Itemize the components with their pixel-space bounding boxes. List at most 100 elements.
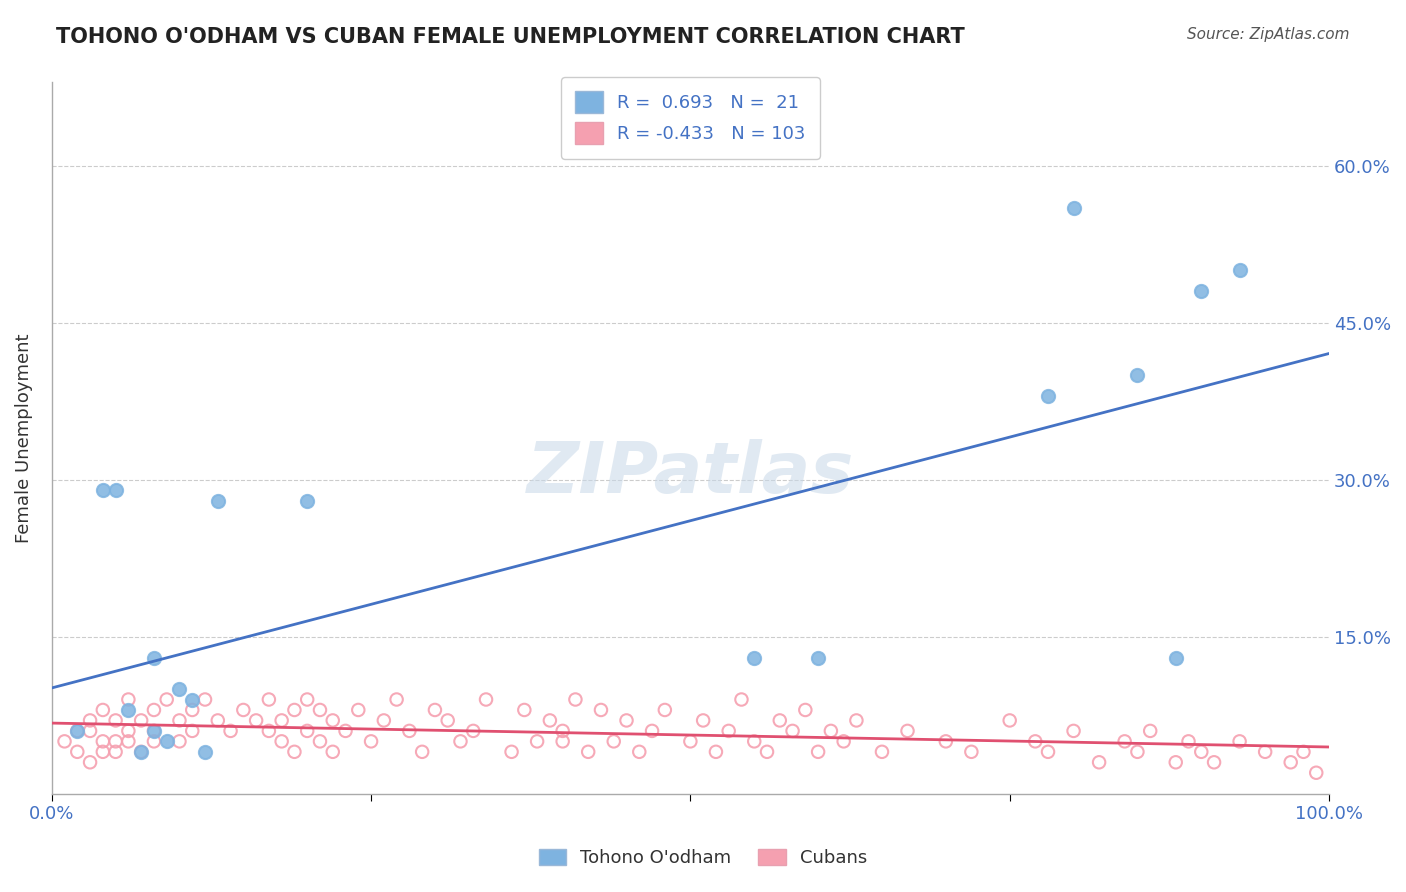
Point xyxy=(169,714,191,728)
Point xyxy=(896,723,918,738)
Point xyxy=(142,734,165,748)
Point xyxy=(104,745,127,759)
Point xyxy=(181,692,204,706)
Point xyxy=(91,745,114,759)
Point xyxy=(1202,756,1225,770)
Point xyxy=(66,723,89,738)
Point xyxy=(1254,745,1277,759)
Point xyxy=(66,745,89,759)
Point xyxy=(1229,263,1251,277)
Point xyxy=(423,703,446,717)
Point xyxy=(1164,756,1187,770)
Point xyxy=(603,734,626,748)
Point xyxy=(194,692,217,706)
Point xyxy=(628,745,651,759)
Point xyxy=(742,650,765,665)
Point xyxy=(232,703,254,717)
Point xyxy=(589,703,612,717)
Point xyxy=(782,723,804,738)
Point xyxy=(322,714,344,728)
Point xyxy=(398,723,420,738)
Point xyxy=(104,734,127,748)
Point xyxy=(475,692,498,706)
Point xyxy=(1036,389,1059,403)
Point xyxy=(79,714,101,728)
Point xyxy=(616,714,638,728)
Point xyxy=(1063,723,1085,738)
Point xyxy=(1292,745,1315,759)
Point xyxy=(820,723,842,738)
Point xyxy=(756,745,779,759)
Point xyxy=(257,692,280,706)
Point xyxy=(1088,756,1111,770)
Point xyxy=(807,650,830,665)
Text: TOHONO O'ODHAM VS CUBAN FEMALE UNEMPLOYMENT CORRELATION CHART: TOHONO O'ODHAM VS CUBAN FEMALE UNEMPLOYM… xyxy=(56,27,965,46)
Point xyxy=(270,734,292,748)
Point xyxy=(679,734,702,748)
Point xyxy=(156,734,179,748)
Point xyxy=(373,714,395,728)
Point xyxy=(1139,723,1161,738)
Point xyxy=(704,745,727,759)
Point xyxy=(1063,201,1085,215)
Point xyxy=(1114,734,1136,748)
Point xyxy=(641,723,664,738)
Point xyxy=(832,734,855,748)
Point xyxy=(692,714,714,728)
Y-axis label: Female Unemployment: Female Unemployment xyxy=(15,333,32,542)
Point xyxy=(53,734,76,748)
Point xyxy=(169,681,191,696)
Point xyxy=(769,714,792,728)
Point xyxy=(295,493,318,508)
Point xyxy=(1189,285,1212,299)
Point xyxy=(513,703,536,717)
Point xyxy=(551,723,574,738)
Point xyxy=(295,692,318,706)
Point xyxy=(1164,650,1187,665)
Point xyxy=(283,745,305,759)
Point xyxy=(79,723,101,738)
Point xyxy=(270,714,292,728)
Point xyxy=(794,703,817,717)
Point xyxy=(91,734,114,748)
Point xyxy=(870,745,893,759)
Point xyxy=(257,723,280,738)
Point xyxy=(1036,745,1059,759)
Point xyxy=(219,723,242,738)
Point xyxy=(169,734,191,748)
Point xyxy=(551,734,574,748)
Point xyxy=(576,745,599,759)
Legend: R =  0.693   N =  21, R = -0.433   N = 103: R = 0.693 N = 21, R = -0.433 N = 103 xyxy=(561,77,820,159)
Point xyxy=(1305,765,1327,780)
Point xyxy=(730,692,752,706)
Point xyxy=(1177,734,1199,748)
Point xyxy=(1189,745,1212,759)
Point xyxy=(385,692,408,706)
Point xyxy=(998,714,1021,728)
Point xyxy=(181,703,204,717)
Point xyxy=(436,714,458,728)
Point xyxy=(66,723,89,738)
Point xyxy=(129,745,152,759)
Point xyxy=(142,723,165,738)
Point xyxy=(935,734,957,748)
Point xyxy=(411,745,433,759)
Point xyxy=(283,703,305,717)
Point xyxy=(156,692,179,706)
Point xyxy=(129,745,152,759)
Point xyxy=(295,723,318,738)
Point xyxy=(181,723,204,738)
Point xyxy=(1229,734,1251,748)
Point xyxy=(207,493,229,508)
Point xyxy=(91,483,114,498)
Point xyxy=(654,703,676,717)
Point xyxy=(360,734,382,748)
Point xyxy=(538,714,561,728)
Point xyxy=(142,703,165,717)
Point xyxy=(322,745,344,759)
Point xyxy=(845,714,868,728)
Point xyxy=(309,734,332,748)
Point xyxy=(1279,756,1302,770)
Point xyxy=(335,723,357,738)
Point xyxy=(501,745,523,759)
